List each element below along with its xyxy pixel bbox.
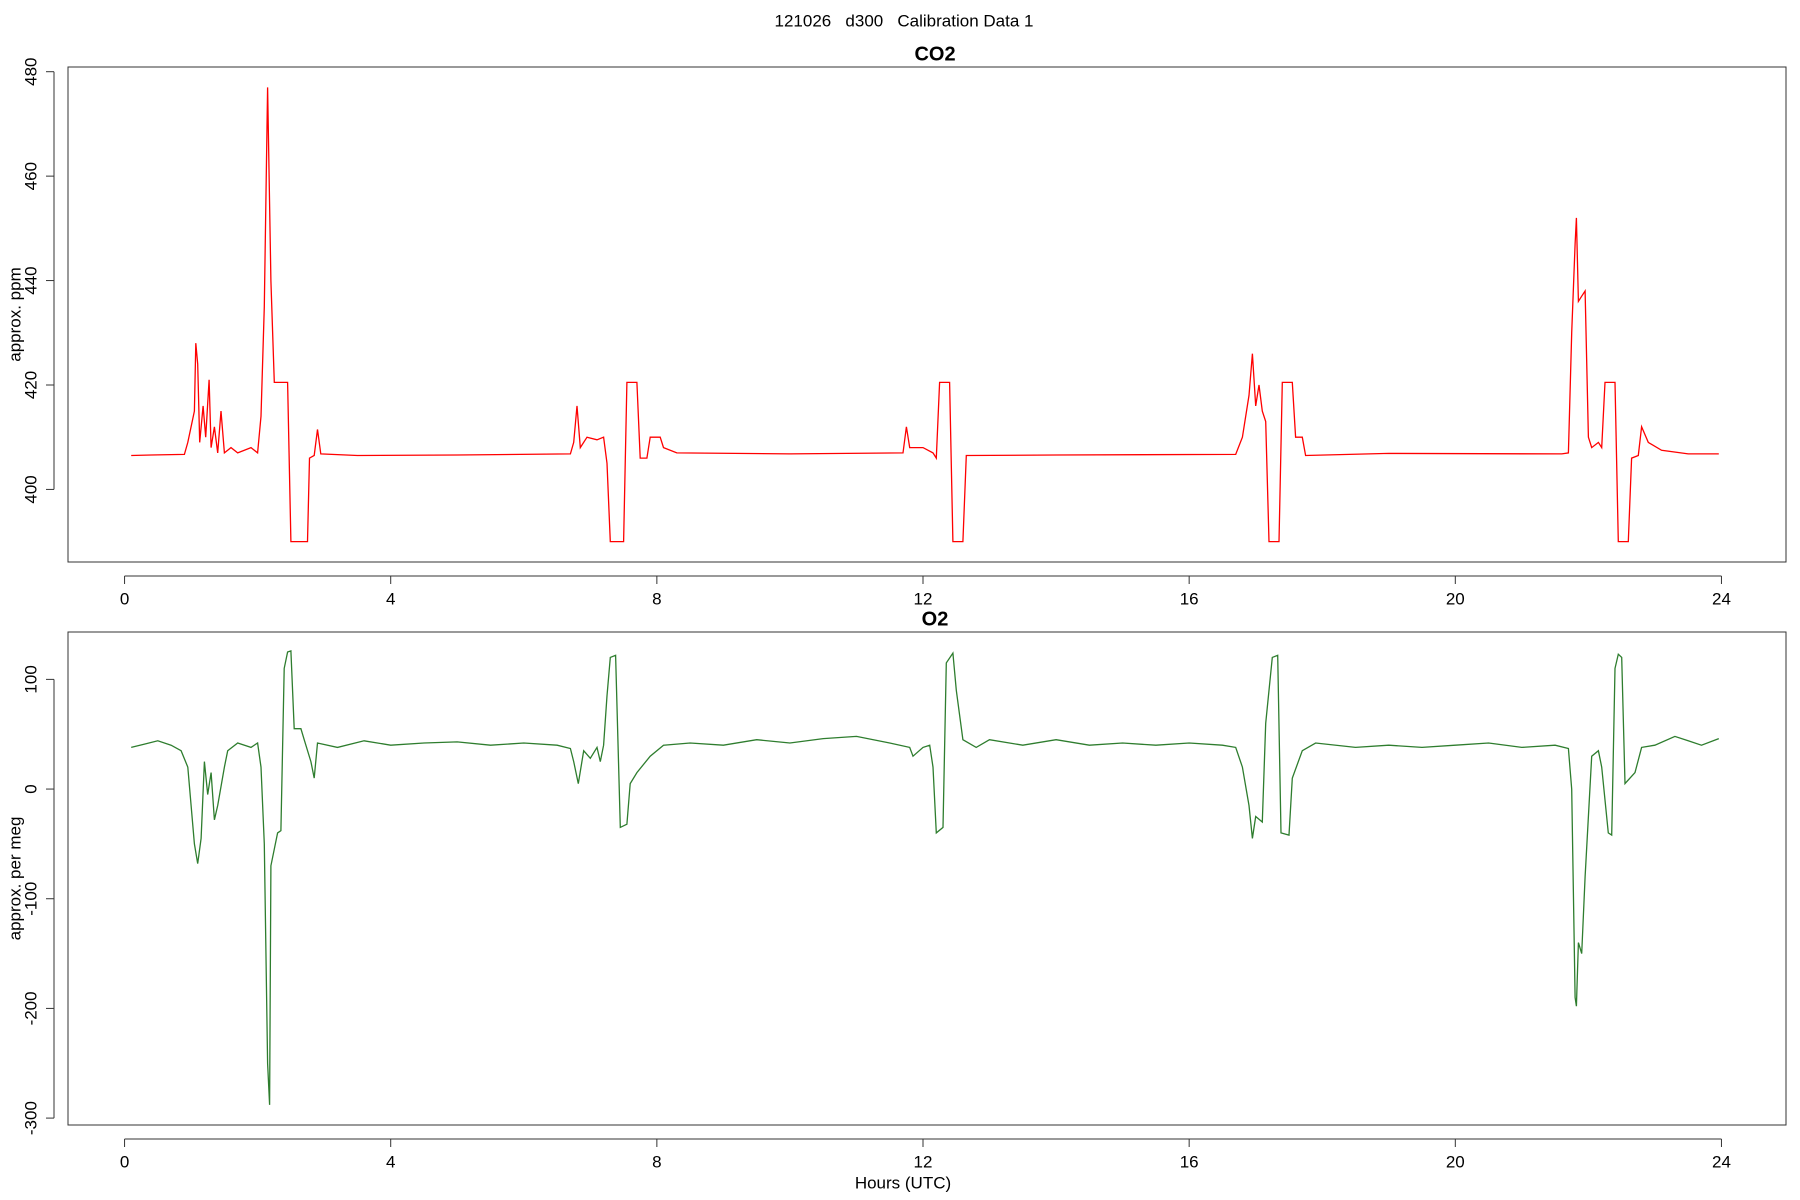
x-tick-label: 12 <box>914 589 933 608</box>
x-tick-label: 24 <box>1712 1152 1731 1171</box>
x-tick-label: 4 <box>386 589 395 608</box>
panel-title: CO2 <box>914 43 955 65</box>
x-tick-label: 0 <box>120 1152 129 1171</box>
x-tick-label: 16 <box>1180 589 1199 608</box>
y-tick-label: 440 <box>21 266 40 294</box>
x-tick-label: 24 <box>1712 589 1731 608</box>
y-tick-label: 480 <box>21 58 40 86</box>
y-tick-label: -300 <box>21 1101 40 1135</box>
x-tick-label: 4 <box>386 1152 395 1171</box>
panel-title: O2 <box>922 608 949 630</box>
x-tick-label: 12 <box>914 1152 933 1171</box>
data-line <box>131 650 1720 1105</box>
y-tick-label: 0 <box>21 784 40 793</box>
x-tick-label: 16 <box>1180 1152 1199 1171</box>
page-title: 121026 d300 Calibration Data 1 <box>775 11 1034 30</box>
y-axis-label: approx. ppm <box>5 267 24 362</box>
y-tick-label: 420 <box>21 371 40 399</box>
plot-frame <box>67 631 1787 1126</box>
x-tick-label: 8 <box>652 1152 661 1171</box>
y-tick-label: 400 <box>21 475 40 503</box>
y-tick-label: -200 <box>21 991 40 1025</box>
x-axis-label: Hours (UTC) <box>855 1173 951 1192</box>
y-tick-label: 460 <box>21 162 40 190</box>
data-line <box>131 87 1719 543</box>
x-tick-label: 0 <box>120 589 129 608</box>
y-tick-label: 100 <box>21 665 40 693</box>
x-tick-label: 20 <box>1446 1152 1465 1171</box>
x-tick-label: 20 <box>1446 589 1465 608</box>
plot-frame <box>67 66 1787 563</box>
x-tick-label: 8 <box>652 589 661 608</box>
y-axis-label: approx. per meg <box>5 817 24 941</box>
y-tick-label: -100 <box>21 882 40 916</box>
